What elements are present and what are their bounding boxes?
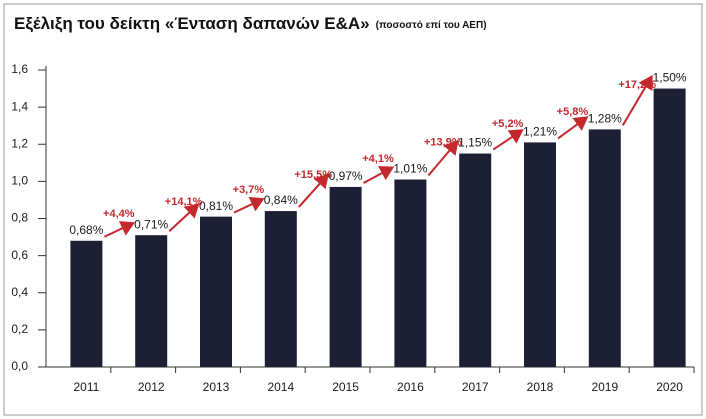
x-tick-label: 2016	[397, 380, 424, 394]
growth-arrow	[557, 116, 589, 140]
y-tick-label: 0,4	[11, 285, 28, 299]
x-tick-label: 2014	[267, 380, 294, 394]
x-tick-label: 2018	[527, 380, 554, 394]
growth-arrow	[103, 221, 136, 238]
value-label: 0,84%	[264, 193, 298, 207]
bar	[394, 179, 427, 367]
y-tick-label: 0,0	[11, 359, 28, 373]
value-label: 1,01%	[393, 162, 427, 176]
growth-arrow	[233, 196, 265, 214]
x-tick-label: 2015	[332, 380, 359, 394]
chart-subtitle: (ποσοστό επί του ΑΕΠ)	[376, 20, 487, 31]
value-label: 1,21%	[523, 125, 557, 139]
growth-arrow	[492, 129, 524, 151]
value-label: 0,68%	[69, 223, 103, 237]
y-tick-label: 0,2	[11, 322, 28, 336]
growth-label: +14,1%	[165, 196, 203, 208]
value-label: 0,71%	[134, 217, 168, 231]
value-label: 1,28%	[588, 112, 622, 126]
growth-label: +5,8%	[557, 106, 589, 118]
bar	[459, 153, 492, 367]
bar	[653, 88, 686, 367]
growth-arrow	[427, 140, 459, 177]
chart-title: Εξέλιξη του δείκτη «Ένταση δαπανών Ε&Α» (…	[14, 14, 487, 33]
value-label: 1,50%	[653, 71, 687, 85]
title-text: Εξέλιξη του δείκτη «Ένταση δαπανών Ε&Α»	[14, 14, 370, 33]
growth-label: +5,2%	[492, 118, 524, 130]
growth-arrow	[363, 166, 395, 184]
x-tick-label: 2013	[203, 380, 230, 394]
growth-label: +3,7%	[233, 184, 265, 196]
y-tick-label: 1,4	[11, 99, 28, 113]
bar	[200, 216, 232, 367]
growth-label: +4,1%	[362, 153, 394, 165]
bar	[70, 240, 103, 367]
growth-label: +13,9%	[424, 136, 462, 148]
x-tick-label: 2019	[591, 380, 618, 394]
growth-label: +4,4%	[103, 208, 135, 220]
growth-label: +15,5%	[294, 169, 332, 181]
bar	[264, 211, 297, 367]
x-tick-label: 2020	[656, 380, 683, 394]
growth-arrow	[621, 74, 653, 126]
y-tick-label: 1,2	[11, 136, 28, 150]
bar	[135, 235, 168, 367]
y-tick-label: 0,6	[11, 248, 28, 262]
value-label: 0,97%	[329, 169, 363, 183]
growth-arrow	[168, 203, 200, 232]
value-label: 0,81%	[199, 199, 233, 213]
y-tick-label: 1,6	[11, 62, 28, 76]
growth-arrow	[298, 173, 329, 208]
x-tick-label: 2017	[462, 380, 489, 394]
bar	[588, 129, 621, 367]
x-tick-label: 2011	[73, 380, 99, 394]
bar	[524, 142, 556, 367]
y-tick-label: 0,8	[11, 211, 28, 225]
y-tick-label: 1,0	[11, 174, 28, 188]
growth-label: +17,2%	[618, 79, 656, 91]
x-tick-label: 2012	[138, 380, 165, 394]
value-label: 1,15%	[458, 136, 492, 150]
bar	[329, 186, 362, 367]
